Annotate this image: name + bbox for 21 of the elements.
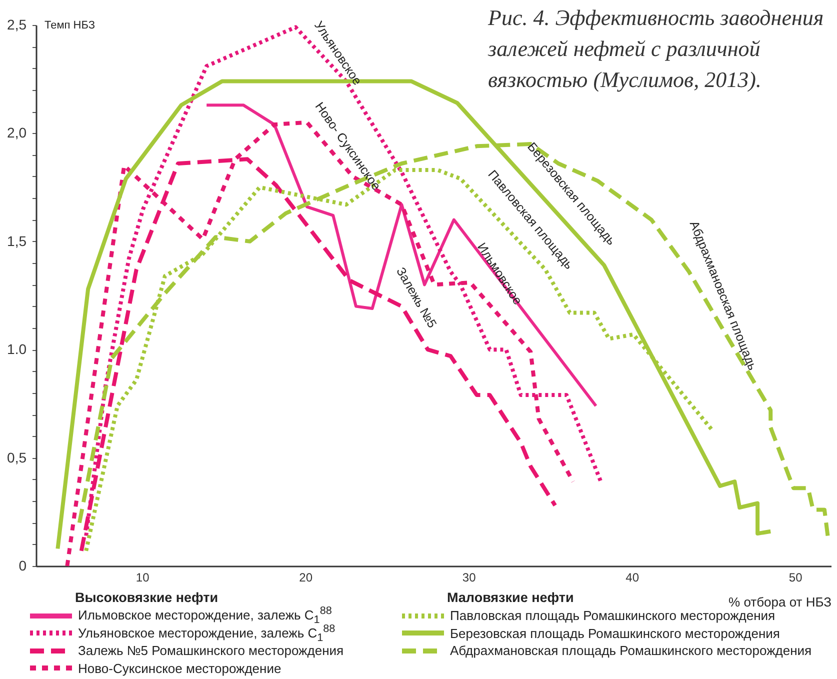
x-tick-label: 30 — [462, 570, 476, 584]
x-tick-label: 20 — [299, 570, 313, 584]
text: Высоковязкие нефти — [75, 590, 220, 605]
legend-label: Павловская площадь Ромашкинского месторождения — [450, 608, 776, 624]
y-tick-label: 0 — [18, 558, 27, 574]
y-axis-title: Темп НБЗ — [44, 20, 96, 32]
legend-label: Ново-Суксинское месторождение — [78, 660, 282, 676]
y-tick-label: 0,5 — [7, 449, 27, 466]
x-axis-title: % отбора от НБЗ — [728, 594, 832, 610]
legend-label: Залежь №5 Ромашкинского месторождения — [78, 643, 344, 658]
x-tick-label: 40 — [626, 570, 640, 584]
y-tick-label: 2,5 — [7, 16, 27, 32]
x-tick-label: 50 — [788, 570, 803, 584]
text: Маловязкие нефти — [447, 590, 574, 605]
legend-label: Березовская площадь Ромашкинского месторождения — [450, 626, 780, 641]
legend-label: Абдрахмановская площадь Ромашкинского месторождения — [450, 643, 812, 658]
text: Рис. 4. Эффективность заводнения залежей нефтей с различной вязкостью (Муслимов, 2013). — [488, 4, 825, 94]
y-tick-label: 1,5 — [7, 232, 27, 249]
y-tick-label: 1.0 — [7, 341, 27, 358]
y-tick-label: 2,0 — [7, 124, 27, 141]
x-tick-label: 10 — [136, 570, 150, 584]
